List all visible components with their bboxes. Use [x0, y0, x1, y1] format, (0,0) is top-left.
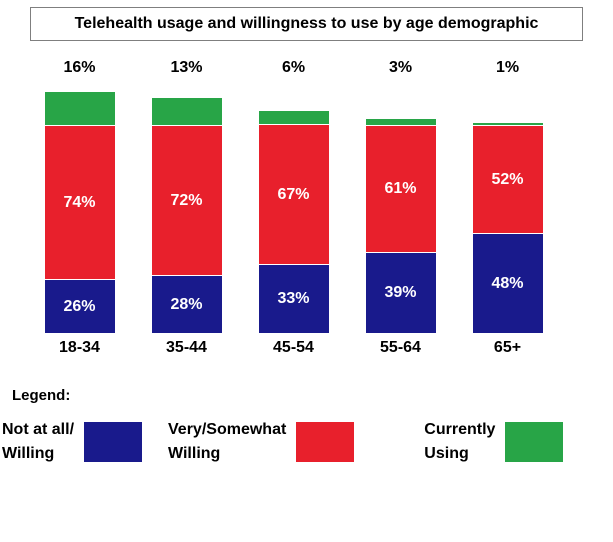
bar-top-value-label: 16% [63, 59, 96, 76]
legend-swatch-very-somewhat-willing [296, 422, 355, 462]
bar-top-value-label: 13% [170, 59, 203, 76]
chart-title: Telehealth usage and willingness to use … [30, 7, 583, 41]
bar-segment-not-at-all-willing: 48% [472, 233, 543, 333]
bar-column: 6% 67% 33% [240, 53, 347, 333]
legend-label: Currently Using [424, 421, 496, 462]
legend-item-currently-using: Currently Using [424, 418, 564, 466]
bar-segment-currently-using [151, 98, 222, 125]
bar-top-value-label: 6% [281, 59, 306, 76]
bar-value-label: 72% [170, 191, 203, 209]
bar-value-label: 33% [277, 290, 310, 307]
bar-column: 13% 72% 28% [133, 53, 240, 333]
legend-label: Very/Somewhat Willing [168, 421, 287, 462]
bar-column: 16% 74% 26% [26, 53, 133, 333]
x-axis-labels: 18-34 35-44 45-54 55-64 65+ [26, 339, 613, 357]
bar-segment-not-at-all-willing: 33% [258, 264, 329, 333]
legend-item-not-at-all-willing: Not at all/Willing [2, 418, 143, 466]
bar-value-label: 26% [63, 297, 96, 315]
bar-segment-very-somewhat-willing: 52% [472, 125, 543, 233]
stacked-bar: 52% 48% [472, 123, 543, 333]
x-axis-label: 65+ [493, 339, 522, 356]
bar-top-value-label: 3% [388, 59, 413, 76]
bar-segment-very-somewhat-willing: 74% [44, 125, 115, 279]
bar-value-label: 67% [277, 185, 310, 203]
bar-value-label: 28% [170, 295, 203, 313]
stacked-bar: 72% 28% [151, 98, 222, 333]
bar-segment-not-at-all-willing: 39% [365, 252, 436, 333]
legend-swatch-currently-using [505, 422, 564, 462]
bar-segment-not-at-all-willing: 28% [151, 275, 222, 333]
bar-segment-very-somewhat-willing: 67% [258, 124, 329, 264]
bar-column: 3% 61% 39% [347, 53, 454, 333]
legend-label: Not at all/Willing [2, 421, 75, 462]
bar-value-label: 39% [384, 284, 417, 301]
legend-heading: Legend: [12, 387, 71, 404]
bar-top-value-label: 1% [495, 59, 520, 76]
bar-segment-currently-using [472, 123, 543, 125]
chart-page: Telehealth usage and willingness to use … [0, 7, 613, 466]
bar-segment-not-at-all-willing: 26% [44, 279, 115, 333]
x-axis-label: 35-44 [166, 339, 207, 356]
legend-row: Not at all/Willing Very/Somewhat Willing Cu… [0, 418, 613, 466]
bar-value-label: 61% [384, 180, 417, 197]
stacked-bar: 67% 33% [258, 111, 329, 333]
legend: Legend: Not at all/Willing Very/Somewhat W… [0, 387, 613, 466]
x-axis-label: 18-34 [59, 339, 100, 356]
legend-swatch-not-at-all-willing [84, 422, 143, 462]
bar-segment-very-somewhat-willing: 61% [365, 125, 436, 252]
bar-value-label: 52% [491, 170, 524, 188]
bar-column: 1% 52% 48% [454, 53, 561, 333]
bar-segment-currently-using [44, 92, 115, 125]
stacked-bar-chart: 16% 74% 26% 13% 72% 28% 6% 67% 33% 3% 61% 39% 1% 52% 4… [26, 53, 613, 333]
bar-segment-very-somewhat-willing: 72% [151, 125, 222, 275]
x-axis-label: 45-54 [273, 339, 314, 356]
bar-segment-currently-using [365, 119, 436, 125]
stacked-bar: 74% 26% [44, 92, 115, 333]
chart-title-text: Telehealth usage and willingness to use … [74, 15, 539, 32]
bar-segment-currently-using [258, 111, 329, 124]
x-axis-label: 55-64 [380, 339, 421, 356]
bar-value-label: 74% [63, 193, 96, 211]
legend-item-very-somewhat-willing: Very/Somewhat Willing [168, 418, 355, 466]
stacked-bar: 61% 39% [365, 119, 436, 333]
bar-value-label: 48% [491, 274, 524, 292]
